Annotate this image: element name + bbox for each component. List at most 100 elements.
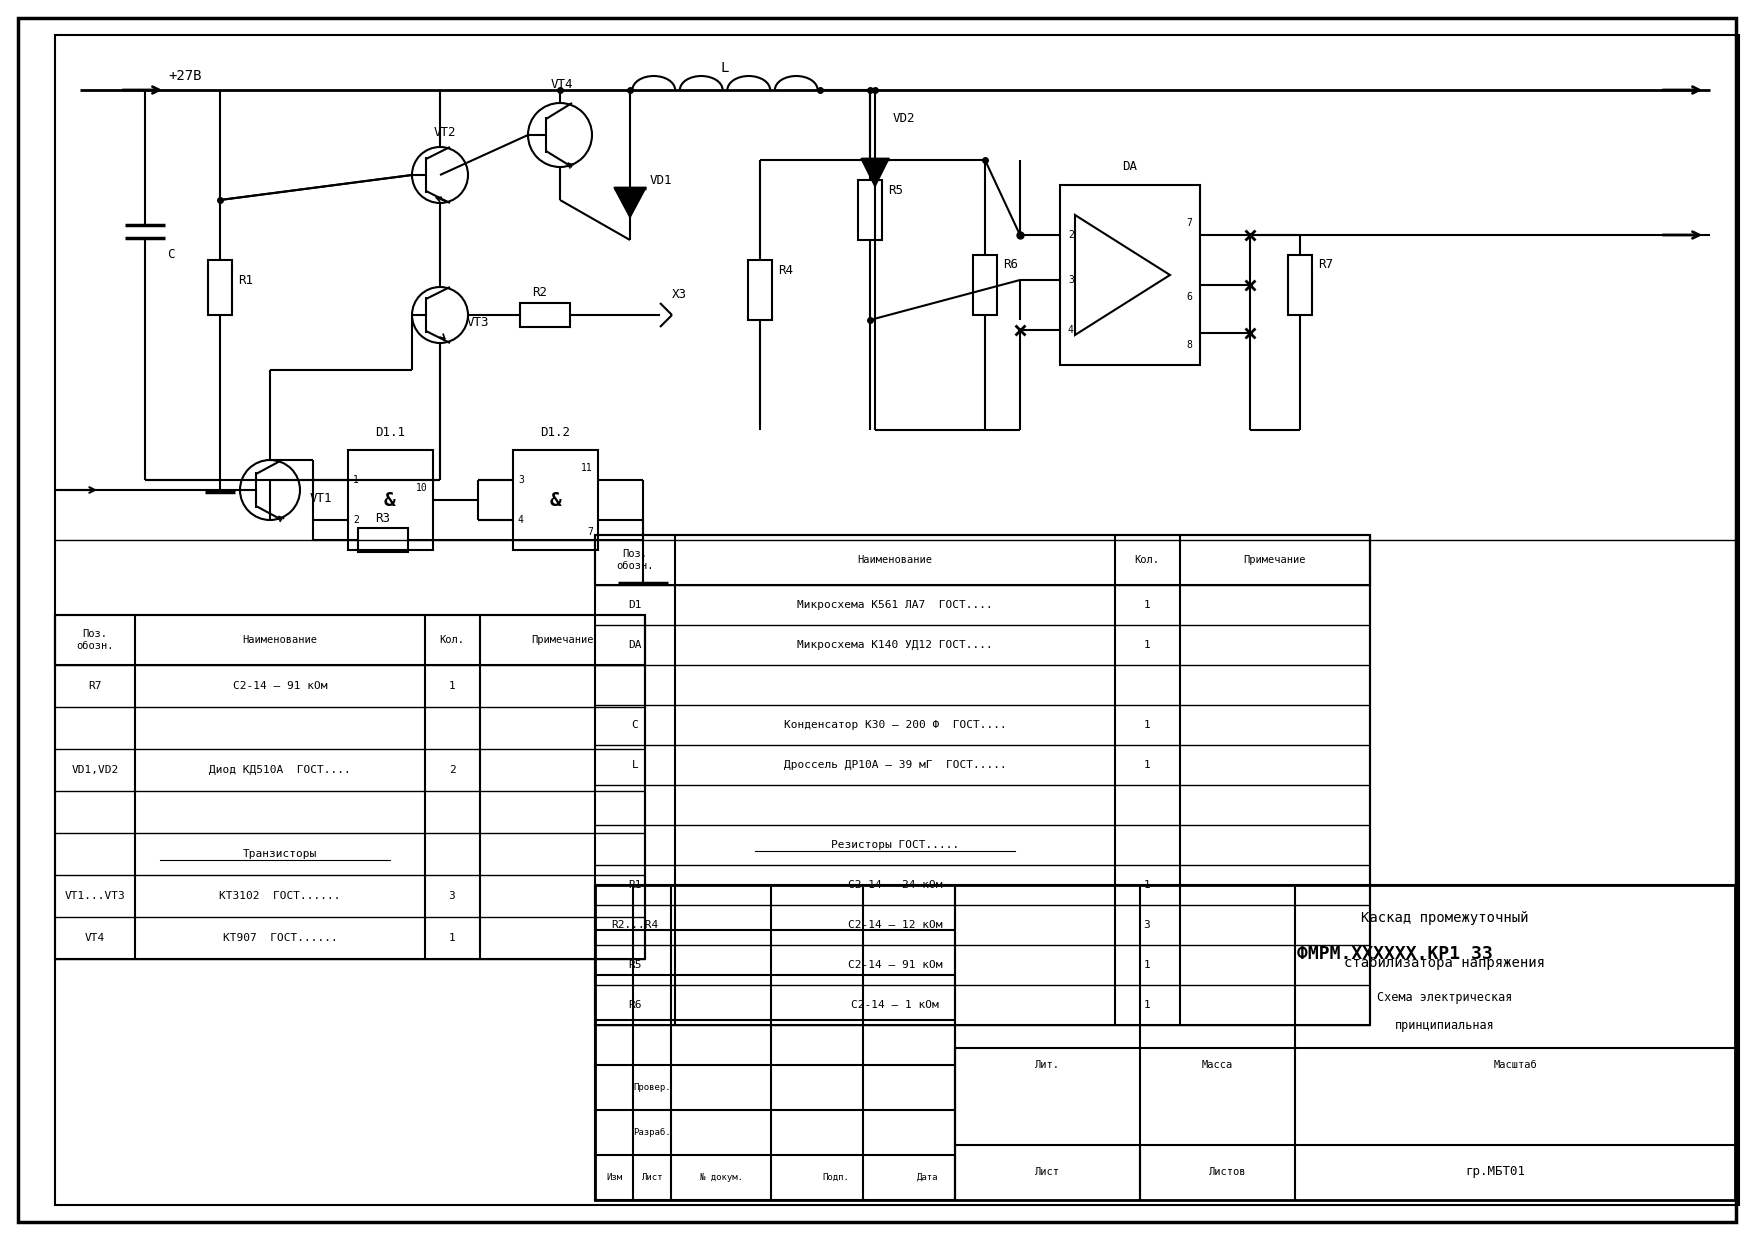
Text: R6: R6: [1003, 258, 1017, 272]
Bar: [747, 260, 772, 320]
Bar: [519, 303, 570, 327]
Text: D1.1: D1.1: [375, 425, 405, 439]
Text: С2-14 – 12 кОм: С2-14 – 12 кОм: [847, 920, 942, 930]
Text: R2...R4: R2...R4: [612, 920, 658, 930]
Text: Провер.: Провер.: [633, 1083, 670, 1092]
Bar: [973, 255, 996, 315]
Text: 1: 1: [1144, 999, 1151, 1011]
Text: КТ907  ГОСТ......: КТ907 ГОСТ......: [223, 932, 337, 942]
Text: VT2: VT2: [433, 126, 456, 140]
Text: R4: R4: [779, 264, 793, 277]
Text: VT3: VT3: [467, 316, 489, 330]
Text: Поз.
обозн.: Поз. обозн.: [75, 629, 114, 651]
Text: Диод КД510А  ГОСТ....: Диод КД510А ГОСТ....: [209, 765, 351, 775]
Text: Разраб.: Разраб.: [633, 1128, 670, 1137]
Text: № докум.: № докум.: [700, 1173, 742, 1182]
Text: VT4: VT4: [551, 78, 574, 92]
Bar: [858, 180, 882, 241]
Text: 1: 1: [1144, 600, 1151, 610]
Text: R7: R7: [88, 681, 102, 691]
Text: 2: 2: [353, 515, 360, 525]
Text: +27В: +27В: [168, 69, 202, 83]
Text: КТ3102  ГОСТ......: КТ3102 ГОСТ......: [219, 892, 340, 901]
Text: 7: 7: [588, 527, 593, 537]
Text: Масса: Масса: [1201, 1060, 1233, 1070]
Text: 1: 1: [1144, 720, 1151, 730]
Text: L: L: [631, 760, 638, 770]
Text: VT4: VT4: [84, 932, 105, 942]
Text: X3: X3: [672, 289, 688, 301]
Text: R7: R7: [1317, 258, 1333, 272]
Text: Микросхема К561 ЛА7  ГОСТ....: Микросхема К561 ЛА7 ГОСТ....: [796, 600, 993, 610]
Text: DA: DA: [1123, 160, 1138, 174]
Text: R3: R3: [375, 511, 391, 525]
Text: D1: D1: [628, 600, 642, 610]
Text: 1: 1: [1144, 960, 1151, 970]
Text: Наименование: Наименование: [242, 635, 317, 645]
Text: 6: 6: [1186, 291, 1193, 303]
Text: Микросхема К140 УД12 ГОСТ....: Микросхема К140 УД12 ГОСТ....: [796, 640, 993, 650]
Text: стабилизатора напряжения: стабилизатора напряжения: [1345, 956, 1545, 970]
Text: Кол.: Кол.: [440, 635, 465, 645]
Bar: [1287, 255, 1312, 315]
Bar: [595, 885, 954, 1200]
Text: Дата: Дата: [917, 1173, 938, 1182]
Bar: [595, 885, 1735, 1200]
Text: DA: DA: [628, 640, 642, 650]
Text: Схема электрическая: Схема электрическая: [1377, 992, 1512, 1004]
Text: Лист: Лист: [1035, 1167, 1059, 1177]
Text: Поз.
обозн.: Поз. обозн.: [616, 549, 654, 570]
Text: С2-14 – 1 кОм: С2-14 – 1 кОм: [851, 999, 938, 1011]
Bar: [1059, 185, 1200, 365]
Text: Подп.: Подп.: [823, 1173, 849, 1182]
Text: R1: R1: [239, 274, 253, 286]
Text: 11: 11: [581, 463, 593, 472]
Polygon shape: [861, 159, 889, 186]
Text: 3: 3: [449, 892, 456, 901]
Text: 3: 3: [517, 475, 524, 485]
Text: 4: 4: [517, 515, 524, 525]
Text: VT1: VT1: [310, 491, 333, 505]
Text: Кол.: Кол.: [1135, 556, 1159, 565]
Text: Каскад промежуточный: Каскад промежуточный: [1361, 911, 1529, 925]
Text: 8: 8: [1186, 340, 1193, 350]
Text: R5: R5: [628, 960, 642, 970]
Text: R1: R1: [628, 880, 642, 890]
Text: 2: 2: [449, 765, 456, 775]
Text: 1: 1: [449, 681, 456, 691]
Text: VD1: VD1: [651, 174, 672, 187]
Text: Транзисторы: Транзисторы: [242, 849, 317, 859]
Text: 1: 1: [449, 932, 456, 942]
Bar: [595, 534, 1370, 585]
Text: Конденсатор К30 – 200 Ф  ГОСТ....: Конденсатор К30 – 200 Ф ГОСТ....: [784, 720, 1007, 730]
Text: R2: R2: [533, 286, 547, 300]
Text: R5: R5: [888, 184, 903, 196]
Bar: [54, 615, 645, 665]
Text: 7: 7: [1186, 218, 1193, 228]
Text: &: &: [384, 491, 396, 510]
Text: 1: 1: [1144, 640, 1151, 650]
Text: С2-14 – 91 кОм: С2-14 – 91 кОм: [847, 960, 942, 970]
Text: 10: 10: [416, 484, 428, 494]
Text: Дроссель ДР10А – 39 мГ  ГОСТ.....: Дроссель ДР10А – 39 мГ ГОСТ.....: [784, 760, 1007, 770]
Text: 1: 1: [1144, 760, 1151, 770]
Text: принципиальная: принципиальная: [1394, 1019, 1494, 1033]
Text: L: L: [721, 61, 730, 74]
Text: 3: 3: [1144, 920, 1151, 930]
Text: Примечание: Примечание: [531, 635, 593, 645]
Text: 3: 3: [1068, 275, 1073, 285]
Polygon shape: [614, 187, 645, 217]
Text: &: &: [549, 491, 561, 510]
Bar: [347, 450, 433, 551]
Text: С2-14 – 24 кОм: С2-14 – 24 кОм: [847, 880, 942, 890]
Text: Наименование: Наименование: [858, 556, 933, 565]
Text: R6: R6: [628, 999, 642, 1011]
Text: 1: 1: [1144, 880, 1151, 890]
Text: D1.2: D1.2: [540, 425, 570, 439]
Text: С2-14 – 91 кОм: С2-14 – 91 кОм: [233, 681, 328, 691]
Text: 4: 4: [1068, 325, 1073, 335]
Text: Примечание: Примечание: [1244, 556, 1307, 565]
Text: C: C: [631, 720, 638, 730]
Text: Лит.: Лит.: [1035, 1060, 1059, 1070]
Bar: [54, 615, 645, 959]
